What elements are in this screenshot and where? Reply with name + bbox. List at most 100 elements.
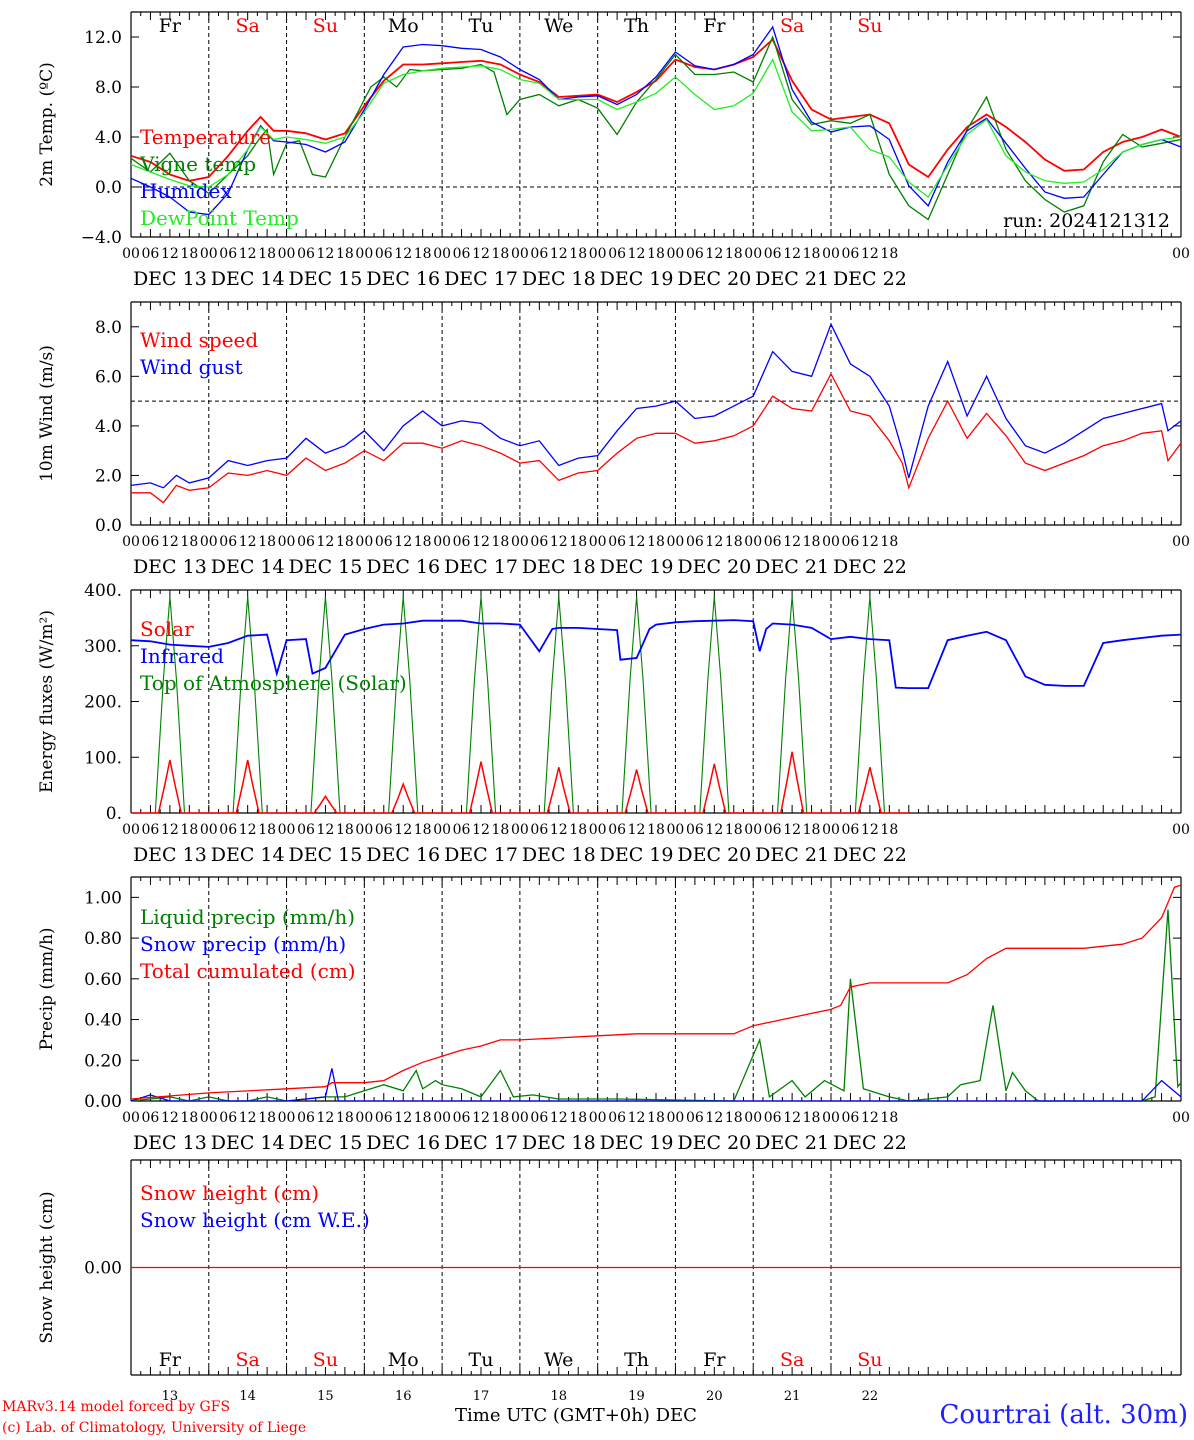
vigne-temp-line — [130, 35, 1182, 221]
hour-tick-label: 12 — [550, 246, 568, 262]
hour-tick-label: 18 — [414, 246, 432, 262]
weekday-label: Sa — [235, 1349, 259, 1371]
hour-tick-label: 00 — [278, 822, 296, 838]
hour-tick-label: 06 — [608, 246, 626, 262]
hour-tick-label: 12 — [861, 246, 879, 262]
hour-tick-label: 00 — [355, 1110, 373, 1126]
day-label: DEC 13 — [133, 268, 207, 290]
hour-tick-label: 12 — [161, 534, 179, 550]
hour-tick-label: 06 — [375, 246, 393, 262]
hour-tick-label: 06 — [530, 246, 548, 262]
day-label: DEC 14 — [211, 844, 285, 866]
lab-credit: (c) Lab. of Climatology, University of L… — [2, 1420, 307, 1436]
day-label: DEC 19 — [600, 556, 674, 578]
day-label: DEC 18 — [522, 844, 596, 866]
hour-tick-label: 06 — [142, 534, 160, 550]
model-credit: MARv3.14 model forced by GFS — [2, 1399, 231, 1415]
hour-tick-label: 00 — [667, 822, 685, 838]
day-label: DEC 19 — [600, 844, 674, 866]
day-label: DEC 20 — [677, 1132, 751, 1154]
hour-tick-label: 00 — [1172, 534, 1190, 550]
hour-tick-label: 12 — [861, 1110, 879, 1126]
legend-entry: Liquid precip (mm/h) — [140, 905, 355, 929]
hour-tick-label: 00 — [822, 1110, 840, 1126]
hour-tick-label: 00 — [355, 246, 373, 262]
y-tick-label: 12.0 — [84, 28, 122, 48]
hour-tick-label: 06 — [764, 822, 782, 838]
day-label: DEC 22 — [833, 1132, 907, 1154]
weekday-label: Fr — [159, 1349, 182, 1371]
hour-tick-label: 00 — [200, 822, 218, 838]
weekday-label: Sa — [235, 15, 259, 37]
day-label: DEC 16 — [366, 844, 440, 866]
hour-tick-label: 18 — [258, 246, 276, 262]
hour-tick-label: 18 — [180, 1110, 198, 1126]
legend-entry: Vigne temp — [139, 152, 256, 176]
hour-tick-label: 18 — [647, 1110, 665, 1126]
hour-tick-label: 18 — [336, 1110, 354, 1126]
hour-tick-label: 00 — [200, 246, 218, 262]
hour-tick-label: 12 — [628, 534, 646, 550]
day-label: DEC 15 — [289, 268, 363, 290]
day-label: DEC 18 — [522, 556, 596, 578]
hour-tick-label: 06 — [297, 246, 315, 262]
day-number: 19 — [628, 1389, 645, 1404]
hour-tick-label: 06 — [375, 822, 393, 838]
hour-tick-label: 00 — [511, 1110, 529, 1126]
dewpoint-temp-line — [130, 57, 1182, 198]
hour-tick-label: 06 — [530, 534, 548, 550]
hour-tick-label: 12 — [705, 534, 723, 550]
solar-line — [131, 751, 909, 814]
hour-tick-label: 00 — [744, 822, 762, 838]
hour-tick-label: 18 — [725, 534, 743, 550]
day-label: DEC 13 — [133, 844, 207, 866]
y-tick-label: 1.00 — [84, 888, 122, 908]
hour-tick-label: 00 — [122, 534, 140, 550]
day-label: DEC 19 — [600, 268, 674, 290]
hour-tick-label: 12 — [550, 1110, 568, 1126]
hour-tick-label: 18 — [336, 534, 354, 550]
hour-tick-label: 18 — [180, 822, 198, 838]
day-label: DEC 19 — [600, 1132, 674, 1154]
day-label: DEC 22 — [833, 556, 907, 578]
hour-tick-label: 12 — [317, 1110, 335, 1126]
hour-tick-label: 12 — [161, 246, 179, 262]
hour-tick-label: 18 — [647, 534, 665, 550]
hour-tick-label: 18 — [803, 1110, 821, 1126]
hour-tick-label: 00 — [511, 534, 529, 550]
weekday-label: Sa — [780, 15, 804, 37]
y-tick-label: 8.0 — [95, 78, 122, 98]
day-label: DEC 16 — [366, 556, 440, 578]
weekday-label: Sa — [780, 1349, 804, 1371]
hour-tick-label: 00 — [278, 1110, 296, 1126]
hour-tick-label: 06 — [842, 534, 860, 550]
day-label: DEC 22 — [833, 844, 907, 866]
hour-tick-label: 12 — [550, 534, 568, 550]
station-name: Courtrai (alt. 30m) — [939, 1400, 1189, 1430]
hour-tick-label: 18 — [180, 246, 198, 262]
hour-tick-label: 12 — [705, 822, 723, 838]
hour-tick-label: 18 — [258, 822, 276, 838]
day-label: DEC 20 — [677, 844, 751, 866]
hour-tick-label: 00 — [511, 246, 529, 262]
hour-tick-label: 00 — [355, 534, 373, 550]
panel-5: 0.00 Snow height (cm) Fr 13 Sa 14 Su 15 Mo 16 Tu 17… — [37, 1159, 1182, 1404]
weekday-label: Tu — [469, 15, 494, 37]
hour-tick-label: 12 — [394, 246, 412, 262]
hour-tick-label: 00 — [511, 822, 529, 838]
hour-tick-label: 12 — [628, 1110, 646, 1126]
hour-tick-label: 12 — [705, 1110, 723, 1126]
hour-tick-label: 06 — [842, 822, 860, 838]
panel-1: −4.00.04.08.012.02m Temp. (ºC)00 06 12 18DE… — [37, 11, 1190, 290]
y-tick-label: 0.40 — [84, 1011, 122, 1031]
y-tick-label: 300. — [84, 637, 122, 657]
hour-tick-label: 18 — [880, 1110, 898, 1126]
hour-tick-label: 06 — [142, 246, 160, 262]
y-tick-label: 0.0 — [95, 516, 122, 536]
hour-tick-label: 18 — [880, 534, 898, 550]
y-tick-label: 0.60 — [84, 970, 122, 990]
hour-tick-label: 06 — [686, 534, 704, 550]
hour-tick-label: 00 — [744, 534, 762, 550]
hour-tick-label: 18 — [569, 246, 587, 262]
day-number: 18 — [551, 1389, 568, 1404]
